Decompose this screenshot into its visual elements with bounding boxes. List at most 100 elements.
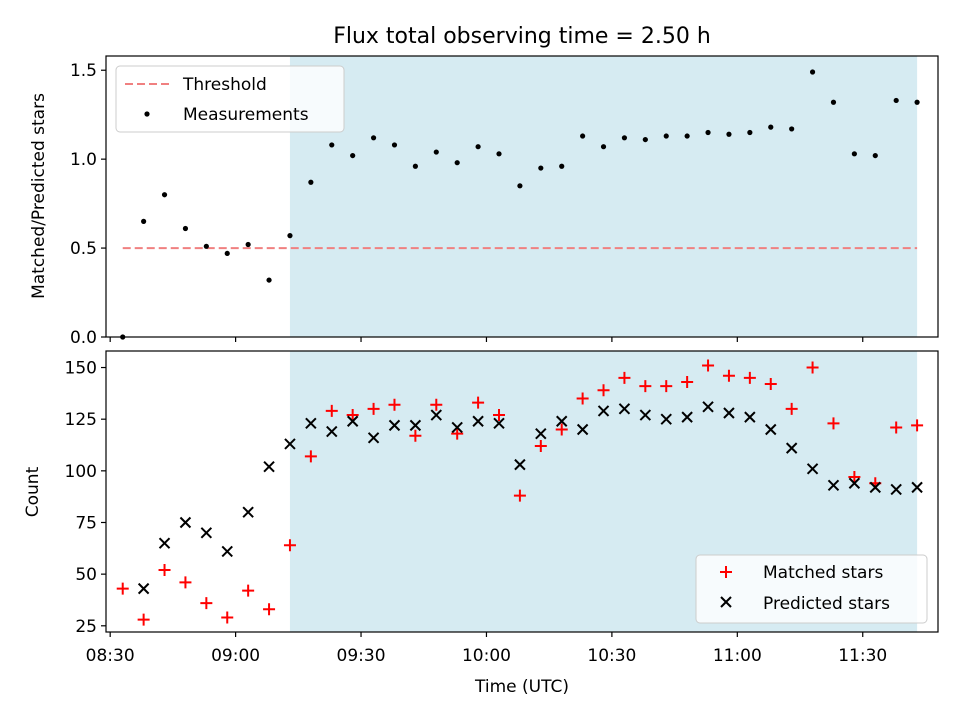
measurement-point	[141, 218, 147, 224]
bottom-legend: Matched stars Predicted stars	[695, 554, 928, 624]
top-legend: Threshold Measurements	[115, 65, 345, 133]
matched-star-marker	[827, 417, 840, 430]
top-y-ticks: 0.0 0.5 1.0 1.5	[70, 61, 106, 348]
measurement-point	[182, 225, 189, 232]
bottom-y-axis-label: Count	[23, 466, 43, 517]
predicted-star-marker	[346, 415, 359, 427]
measurement-point	[705, 129, 711, 136]
predicted-star-marker	[284, 438, 296, 450]
measurement-point	[580, 133, 586, 139]
bottom-y-tick-label: 75	[75, 513, 97, 533]
measurement-point	[872, 152, 878, 159]
matched-star-marker	[346, 409, 359, 422]
measurement-point	[475, 144, 481, 150]
bottom-y-tick-label: 25	[75, 617, 97, 637]
predicted-star-marker	[388, 419, 401, 432]
matched-star-marker	[660, 380, 673, 393]
matched-star-marker	[283, 539, 296, 552]
matched-star-markers	[116, 359, 924, 626]
predicted-star-marker	[618, 403, 631, 415]
x-tick-label: 11:30	[838, 646, 887, 666]
bottom-plot-frame	[105, 350, 939, 633]
matched-star-marker	[555, 423, 568, 436]
matched-star-marker	[116, 582, 129, 595]
measurement-point	[412, 163, 418, 169]
measurement-point	[391, 142, 398, 148]
predicted-star-marker	[806, 463, 819, 475]
x-tick-label: 11:00	[713, 646, 762, 666]
predicted-star-marker	[242, 506, 254, 518]
predicted-star-marker	[367, 432, 380, 444]
bottom-panel: 25 50 75 100 125 150 08:30 09:00 09:30 10:00 10:3…	[23, 350, 939, 697]
measurement-point	[538, 165, 544, 171]
top-panel: 0.0 0.5 1.0 1.5 Matched/Predicted stars Thr…	[29, 55, 939, 348]
matched-star-marker	[242, 584, 255, 597]
predicted-star-marker	[911, 481, 923, 494]
matched-star-marker	[639, 380, 652, 393]
predicted-star-markers	[137, 401, 923, 595]
predicted-star-marker	[305, 417, 317, 430]
predicted-star-marker	[785, 442, 798, 454]
measurement-point	[747, 129, 753, 136]
measurement-point	[789, 126, 795, 132]
predicted-star-marker	[639, 409, 652, 421]
top-y-axis-label: Matched/Predicted stars	[29, 93, 49, 299]
matched-star-marker	[325, 404, 338, 417]
matched-star-marker	[911, 419, 924, 432]
top-legend-box	[115, 65, 345, 133]
matched-star-marker	[451, 427, 464, 440]
x-tick-label: 09:30	[337, 646, 386, 666]
matched-star-marker	[534, 440, 547, 453]
top-x-ticks	[109, 337, 864, 342]
matched-star-marker	[785, 402, 798, 415]
measurement-point	[266, 277, 272, 283]
top-y-tick-label: 0.0	[70, 328, 97, 348]
measurement-point	[684, 133, 690, 139]
legend-measurement-label: Measurements	[183, 105, 309, 125]
predicted-star-marker	[326, 425, 338, 438]
bottom-y-tick-label: 150	[65, 359, 97, 379]
measurement-point	[308, 179, 314, 185]
top-y-tick-label: 0.5	[70, 239, 97, 259]
measurement-point	[224, 250, 230, 257]
x-tick-label: 10:00	[462, 646, 511, 666]
measurement-point	[642, 136, 648, 143]
measurement-point	[914, 99, 920, 105]
matched-star-marker	[179, 576, 192, 589]
measurement-point	[809, 69, 816, 75]
measurement-point	[851, 151, 857, 157]
matched-star-marker	[764, 378, 777, 391]
chart-title: Flux total observing time = 2.50 h	[333, 24, 711, 49]
predicted-star-marker	[702, 401, 714, 413]
measurement-point	[768, 124, 774, 130]
matched-star-marker	[304, 450, 317, 463]
predicted-star-marker	[493, 417, 505, 430]
matched-star-marker	[388, 398, 401, 411]
x-tick-label: 10:30	[587, 646, 636, 666]
predicted-star-marker	[451, 421, 463, 434]
matched-star-marker	[263, 603, 276, 616]
measurement-point	[350, 152, 356, 159]
predicted-star-marker	[472, 415, 484, 427]
matched-star-marker	[576, 392, 589, 405]
bottom-y-tick-label: 125	[65, 410, 97, 430]
matched-star-marker	[848, 471, 861, 484]
predicted-star-marker	[158, 537, 171, 549]
predicted-star-marker	[576, 423, 589, 436]
matched-star-marker	[200, 597, 213, 610]
matched-star-marker	[806, 361, 819, 374]
matched-star-marker	[493, 409, 506, 422]
matched-star-marker	[681, 375, 694, 388]
measurement-point	[600, 144, 607, 150]
predicted-star-marker	[848, 477, 861, 489]
predicted-star-marker	[765, 423, 777, 436]
bottom-y-ticks: 25 50 75 100 125 150	[65, 359, 106, 637]
matched-star-marker	[158, 564, 171, 577]
measurement-point	[621, 135, 628, 141]
matched-star-marker	[221, 611, 234, 624]
predicted-star-marker	[869, 481, 881, 494]
predicted-star-marker	[827, 479, 840, 492]
bottom-x-ticks: 08:30 09:00 09:30 10:00 10:30 11:00 11:30	[86, 632, 887, 666]
legend-matched-label: Matched stars	[763, 563, 883, 583]
